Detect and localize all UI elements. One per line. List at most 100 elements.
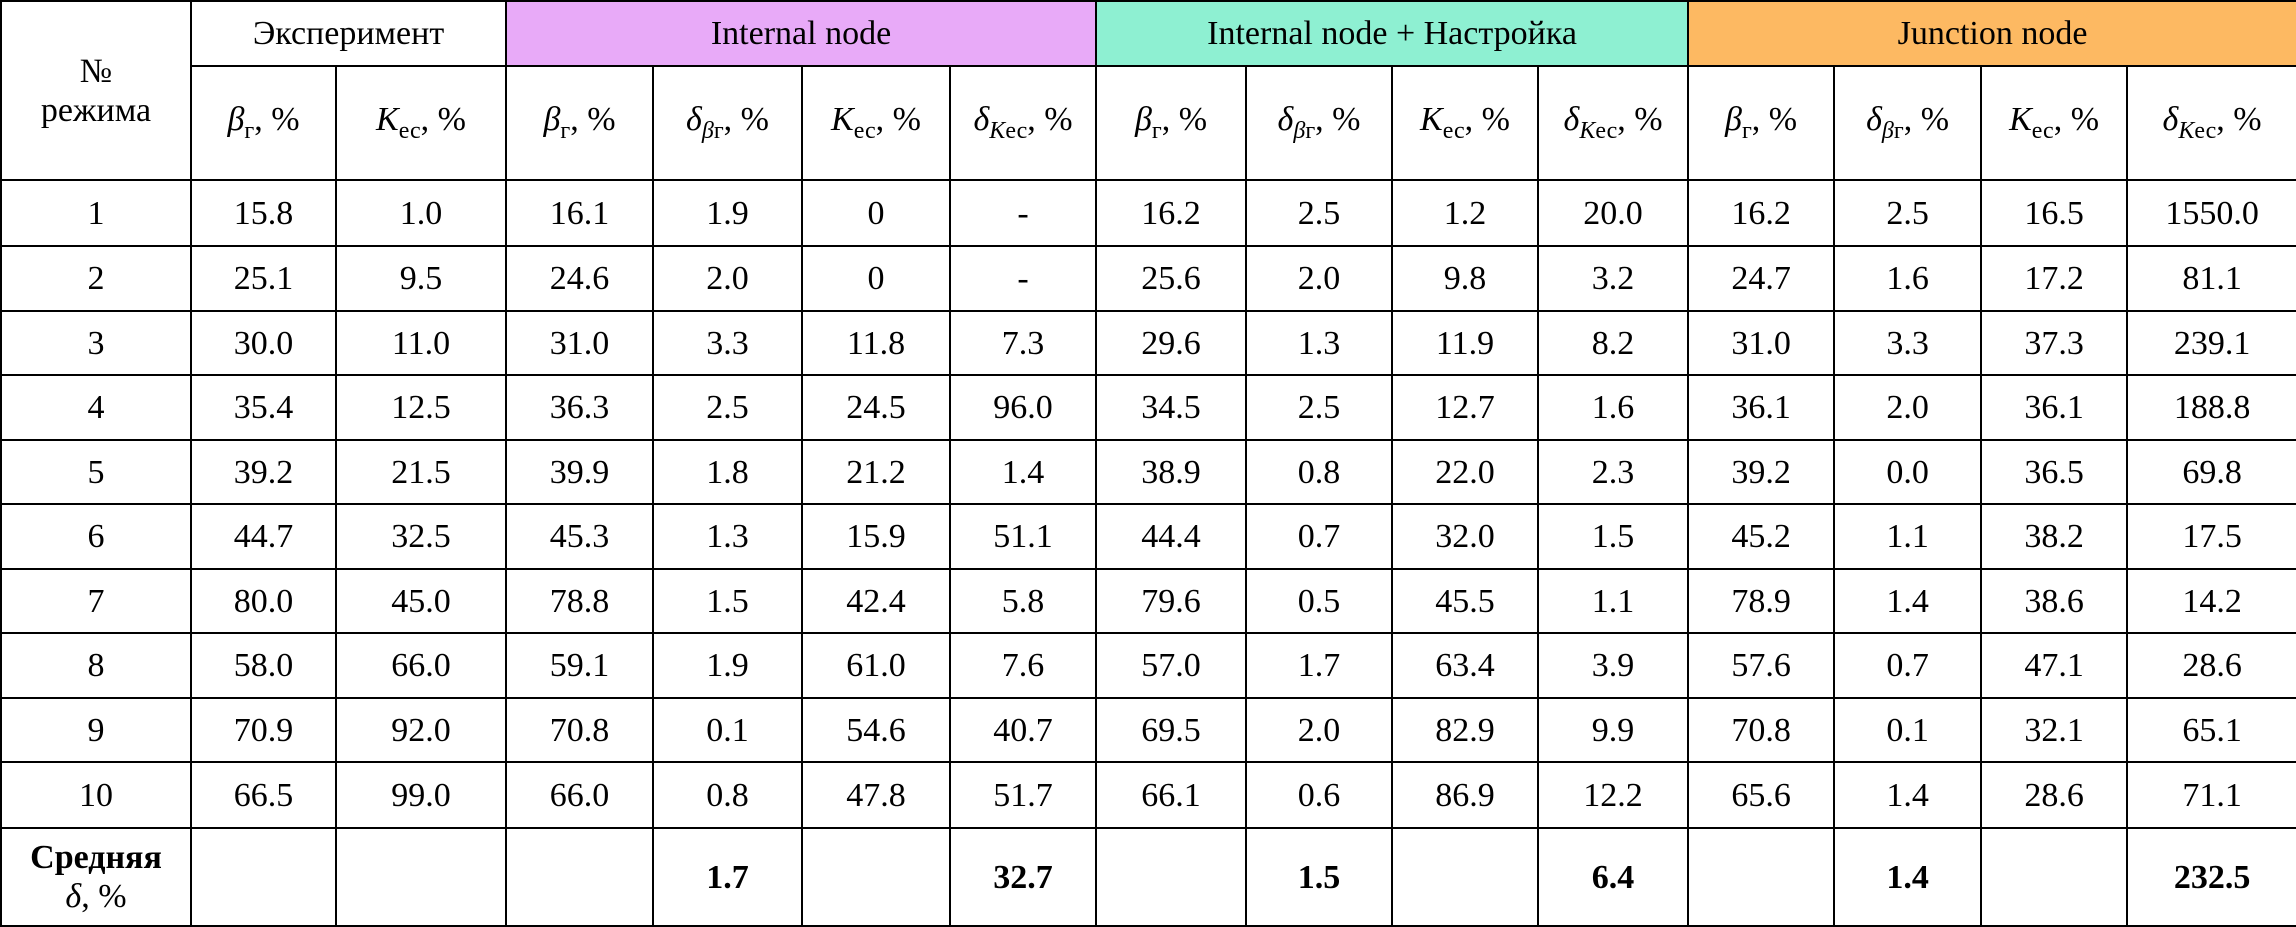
subscript: ес (2031, 118, 2054, 145)
cell: 1.4 (1833, 761, 1983, 830)
cell: 32.1 (1980, 697, 2129, 764)
unit: , % (1161, 101, 1208, 139)
cell-text: 57.0 (1141, 647, 1201, 685)
cell-text: 11.9 (1435, 324, 1495, 362)
cell: 78.8 (505, 568, 655, 635)
group-name: Internal node (710, 14, 892, 52)
cell-text: 7.6 (1001, 647, 1045, 685)
cell: 9.8 (1391, 245, 1540, 313)
cell: 42.4 (801, 568, 952, 635)
subscript: βг (1293, 118, 1316, 145)
cell: 45.5 (1391, 568, 1540, 635)
cell: 3.9 (1537, 632, 1690, 700)
cell-text: 45.3 (549, 518, 610, 556)
cell-text: 78.8 (549, 582, 610, 620)
cell-text: 20.0 (1583, 194, 1643, 232)
cell: 51.7 (949, 761, 1098, 830)
cell-text: 0.5 (1297, 582, 1341, 620)
cell-text: 51.7 (993, 776, 1053, 814)
cell: 1.8 (652, 439, 804, 506)
cell-text: 66.5 (233, 776, 294, 814)
cell-text: 65.6 (1731, 776, 1791, 814)
symbol: K (376, 101, 399, 139)
cell: 57.0 (1095, 632, 1248, 700)
cell: 79.6 (1095, 568, 1248, 635)
cell-text: 45.2 (1731, 518, 1791, 556)
cell-text: 21.2 (846, 453, 906, 491)
cell: 28.6 (2126, 632, 2296, 700)
cell-text: 24.7 (1731, 260, 1791, 298)
cell-text: 79.6 (1141, 582, 1201, 620)
cell-text: 17.2 (2024, 260, 2084, 298)
cell: 2.5 (1245, 179, 1394, 248)
cell: 1.1 (1537, 568, 1690, 635)
cell-text: 1.4 (1886, 582, 1929, 620)
unit: , % (81, 878, 127, 916)
symbol: K (2009, 101, 2032, 139)
footer-cell: 232.5 (2126, 827, 2296, 927)
cell: 1.6 (1537, 374, 1690, 442)
column-header: Kес, % (334, 65, 508, 182)
cell: 9.9 (1537, 697, 1690, 764)
cell: 0.8 (652, 761, 804, 830)
cell: 1.9 (652, 179, 804, 248)
cell: 36.3 (505, 374, 655, 442)
cell: 45.0 (334, 568, 508, 635)
cell: 38.9 (1095, 439, 1248, 506)
cell-text: 9.9 (1591, 711, 1635, 749)
cell-text: 1.0 (399, 194, 443, 232)
row: 4 35.4 12.5 36.3 2.5 24.5 96.0 34.5 2.5 12.7 1.6 36… (0, 374, 2296, 442)
cell-text: 16.2 (1731, 194, 1791, 232)
cell: 1.6 (1833, 245, 1983, 313)
row: 1 15.8 1.0 16.1 1.9 0 - 16.2 2.5 1.2 20.0 16.2 2.5 16… (0, 179, 2296, 248)
cell: 1.0 (334, 179, 508, 248)
cell-text: 28.6 (2182, 647, 2242, 685)
cell: 2 (0, 245, 192, 313)
cell: 7.3 (949, 310, 1098, 377)
cell-text: 2.5 (1886, 194, 1929, 232)
subscript: ес (1442, 118, 1465, 145)
cell-text: 38.9 (1141, 453, 1201, 491)
cell: 15.8 (190, 179, 337, 248)
cell: 40.7 (949, 697, 1098, 764)
footer-cell (505, 827, 655, 927)
cell: 1.2 (1391, 179, 1540, 248)
cell: 15.9 (801, 503, 952, 571)
cell: 2.5 (1833, 179, 1983, 248)
cell-text: 54.6 (846, 711, 906, 749)
cell: 8.2 (1537, 310, 1690, 377)
cell-text: 16.2 (1141, 194, 1201, 232)
cell: 1.3 (652, 503, 804, 571)
cell-text: 44.7 (233, 518, 294, 556)
column-header: δKес, % (949, 65, 1098, 182)
subscript: Kес (1579, 118, 1618, 145)
cell: 7.6 (949, 632, 1098, 700)
row: βг, % Kес, % βг, % δβг, % Kес, % δKес, % βг, %… (1, 65, 2296, 182)
cell-text: 8.2 (1591, 324, 1635, 362)
cell-text: 42.4 (846, 582, 906, 620)
cell-text: 63.4 (1435, 647, 1495, 685)
footer-cell (801, 827, 952, 927)
cell: 39.2 (190, 439, 337, 506)
cell: 3 (0, 310, 192, 377)
column-header: δKес, % (1537, 65, 1690, 182)
cell: 1.4 (1833, 568, 1983, 635)
unit: , % (2053, 101, 2100, 139)
cell-text: 58.0 (233, 647, 294, 685)
cell-text: 25.6 (1141, 260, 1201, 298)
cell: 44.4 (1095, 503, 1248, 571)
cell: 45.3 (505, 503, 655, 571)
cell-text: 3.9 (1591, 647, 1635, 685)
cell: 36.1 (1687, 374, 1836, 442)
symbol: K (1420, 101, 1443, 139)
sub-symbol: K (2178, 118, 2195, 145)
unit: , % (254, 101, 300, 139)
footer-value: 1.7 (706, 858, 749, 896)
row: 9 70.9 92.0 70.8 0.1 54.6 40.7 69.5 2.0 82.9 9.9 70… (0, 697, 2296, 764)
cell: 86.9 (1391, 761, 1540, 830)
cell: 30.0 (190, 310, 337, 377)
cell-text: 4 (87, 389, 105, 427)
cell-text: 1.1 (1886, 518, 1929, 556)
cell-text: 47.8 (846, 776, 906, 814)
